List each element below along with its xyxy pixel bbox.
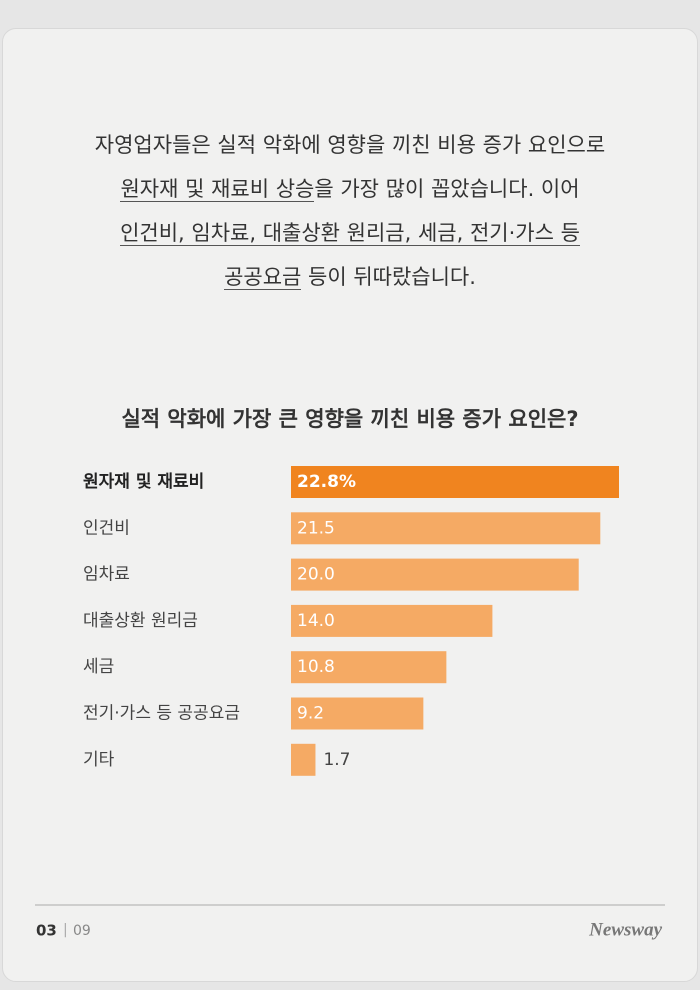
value-label: 22.8% bbox=[297, 472, 356, 492]
card bbox=[2, 28, 698, 982]
intro-text: 등이 뒤따랐습니다. bbox=[301, 265, 476, 289]
value-label: 14.0 bbox=[297, 611, 335, 631]
intro-text: 원자재 및 재료비 상승 bbox=[120, 177, 315, 202]
category-label: 인건비 bbox=[83, 518, 130, 538]
page-number: 03 bbox=[36, 922, 57, 940]
chart-title: 실적 악화에 가장 큰 영향을 끼친 비용 증가 요인은? bbox=[121, 407, 578, 431]
intro-text: 공공요금 bbox=[224, 265, 302, 290]
category-label: 기타 bbox=[83, 750, 115, 770]
intro-line: 원자재 및 재료비 상승을 가장 많이 꼽았습니다. 이어 bbox=[0, 169, 700, 213]
separator: | bbox=[63, 922, 68, 938]
intro-text: 인건비, 임차료, 대출상환 원리금, 세금, 전기·가스 등 bbox=[120, 221, 580, 246]
value-label: 9.2 bbox=[297, 704, 324, 724]
intro-text: 자영업자들은 실적 악화에 영향을 끼친 비용 증가 요인으로 bbox=[94, 133, 606, 157]
page-total: 09 bbox=[73, 923, 91, 939]
bar bbox=[291, 743, 316, 776]
value-label: 21.5 bbox=[297, 518, 335, 538]
bar bbox=[291, 697, 424, 730]
value-label: 10.8 bbox=[297, 657, 335, 677]
intro-line: 공공요금 등이 뒤따랐습니다. bbox=[0, 257, 700, 301]
intro-line: 자영업자들은 실적 악화에 영향을 끼친 비용 증가 요인으로 bbox=[0, 125, 700, 169]
category-label: 원자재 및 재료비 bbox=[83, 472, 204, 492]
bar bbox=[291, 558, 579, 591]
logo: Newsway bbox=[588, 919, 662, 940]
intro-text: 을 가장 많이 꼽았습니다. 이어 bbox=[314, 177, 580, 201]
category-label: 임차료 bbox=[83, 565, 130, 585]
category-label: 대출상환 원리금 bbox=[83, 611, 198, 631]
bar bbox=[291, 512, 601, 545]
intro-line: 인건비, 임차료, 대출상환 원리금, 세금, 전기·가스 등 bbox=[0, 213, 700, 257]
bar bbox=[291, 604, 493, 637]
value-label: 1.7 bbox=[323, 750, 350, 770]
value-label: 20.0 bbox=[297, 565, 335, 585]
bar bbox=[291, 651, 447, 684]
bar bbox=[291, 466, 619, 498]
category-label: 세금 bbox=[83, 657, 114, 677]
category-label: 전기·가스 등 공공요금 bbox=[83, 704, 240, 724]
